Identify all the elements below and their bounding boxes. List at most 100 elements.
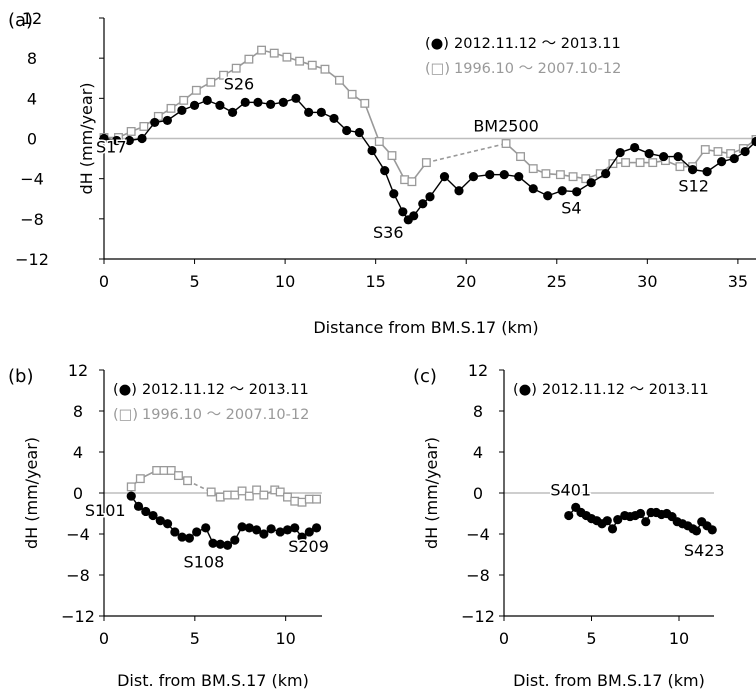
- data-point-circle: [564, 510, 574, 521]
- station-label: S26: [224, 74, 255, 93]
- data-point-circle: [691, 526, 702, 536]
- data-point-circle: [278, 97, 288, 107]
- panel-label: (b): [8, 366, 33, 387]
- y-tick-label: 4: [27, 89, 37, 108]
- data-point-circle: [528, 184, 538, 194]
- data-point-circle: [126, 491, 136, 501]
- data-point-circle: [630, 142, 640, 153]
- data-point-square: [528, 164, 538, 174]
- data-point-circle: [557, 186, 567, 196]
- data-point-square: [166, 465, 176, 475]
- data-point-square: [347, 89, 357, 99]
- data-point-circle: [485, 170, 495, 180]
- data-point-circle: [702, 167, 712, 177]
- series-line-segment: [426, 142, 507, 164]
- y-tick-label: 0: [73, 484, 83, 503]
- station-label: S12: [678, 177, 709, 196]
- data-point-square: [307, 60, 317, 70]
- x-axis-label: Distance from BM.S.17 (km): [313, 318, 538, 337]
- data-point-circle: [514, 172, 524, 182]
- data-point-circle: [215, 100, 225, 110]
- legend-marker: (□): [425, 61, 450, 77]
- data-point-square: [252, 485, 262, 495]
- y-tick-label: −12: [61, 607, 95, 626]
- data-point-square: [219, 70, 228, 80]
- data-point-circle: [253, 97, 263, 107]
- data-point-circle: [208, 538, 218, 548]
- data-point-circle: [572, 187, 582, 197]
- data-point-circle: [342, 125, 352, 136]
- data-point-square: [312, 494, 321, 504]
- data-point-circle: [99, 133, 109, 144]
- legend-entry: 1996.10 ～ 2007.10-12: [142, 407, 309, 423]
- data-point-square: [282, 52, 292, 62]
- data-point-square: [555, 170, 565, 180]
- y-tick-label: −12: [461, 607, 495, 626]
- data-point-circle: [354, 127, 364, 138]
- panel-b: −12 −8 −4 0 4 8 12 0 5 10 Dist. from BM.S.17 (km) d…: [8, 361, 330, 690]
- data-point-square: [621, 158, 631, 168]
- x-tick-label: 0: [99, 629, 109, 648]
- data-point-square: [421, 158, 431, 168]
- data-point-circle: [240, 97, 250, 107]
- data-point-circle: [602, 516, 612, 526]
- data-point-circle: [615, 147, 625, 158]
- data-point-square: [713, 147, 723, 157]
- data-point-circle: [170, 527, 180, 537]
- data-point-circle: [222, 540, 233, 550]
- y-tick-label: −8: [20, 210, 44, 229]
- station-label: S209: [288, 537, 329, 556]
- legend-marker: (●): [513, 382, 537, 398]
- data-point-circle: [311, 523, 322, 533]
- station-label: S423: [684, 541, 725, 560]
- data-point-square: [183, 476, 193, 486]
- data-point-square: [387, 151, 397, 161]
- data-point-circle: [499, 170, 509, 180]
- data-point-square: [568, 172, 578, 182]
- legend-marker: (●): [113, 382, 137, 398]
- data-point-circle: [291, 93, 301, 103]
- data-point-square: [230, 490, 240, 500]
- y-tick-label: −4: [466, 525, 490, 544]
- data-point-circle: [418, 199, 428, 209]
- data-point-square: [275, 487, 285, 497]
- data-point-square: [675, 162, 685, 172]
- data-point-circle: [189, 100, 200, 110]
- data-point-circle: [215, 539, 225, 549]
- data-point-square: [304, 494, 314, 504]
- y-tick-label: 12: [22, 9, 42, 28]
- y-axis-label: dH (mm/year): [422, 437, 441, 549]
- data-point-circle: [601, 169, 611, 179]
- data-point-square: [166, 103, 176, 113]
- station-label: S108: [184, 552, 225, 571]
- legend-marker: (●): [425, 36, 449, 52]
- y-tick-label: −8: [466, 566, 490, 585]
- data-point-circle: [202, 95, 212, 105]
- data-point-square: [648, 158, 658, 168]
- plot-area: [99, 45, 756, 225]
- data-point-circle: [380, 166, 390, 176]
- y-tick-label: 0: [473, 484, 483, 503]
- data-point-circle: [275, 527, 285, 537]
- data-point-square: [237, 486, 247, 496]
- data-point-square: [295, 56, 305, 66]
- legend-entry: 2012.11.12 ～ 2013.11: [542, 382, 709, 398]
- data-point-circle: [192, 527, 202, 537]
- data-point-circle: [162, 519, 173, 529]
- panel-label: (a): [8, 10, 33, 31]
- data-point-circle: [124, 135, 134, 146]
- data-point-square: [700, 145, 710, 154]
- data-point-square: [501, 139, 511, 148]
- data-point-circle: [252, 525, 262, 535]
- data-point-circle: [266, 99, 276, 109]
- x-tick-label: 10: [669, 629, 689, 648]
- data-point-circle: [425, 192, 435, 202]
- data-point-square: [320, 64, 330, 74]
- data-point-circle: [184, 533, 194, 543]
- data-point-circle: [227, 107, 238, 117]
- plot-area: [126, 465, 322, 550]
- data-point-square: [407, 177, 417, 187]
- x-tick-label: 0: [99, 272, 109, 291]
- data-point-circle: [237, 522, 247, 532]
- data-point-square: [223, 490, 232, 500]
